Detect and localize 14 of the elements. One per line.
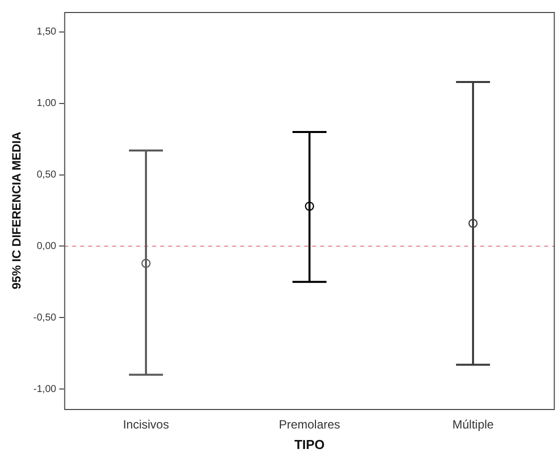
y-tick-label: 0,00 — [36, 240, 57, 252]
y-tick-label: -1,00 — [33, 384, 57, 395]
point — [468, 218, 478, 228]
y-tick-label: 1,50 — [36, 26, 57, 38]
point — [304, 202, 314, 211]
x-tick-label: Múltiple — [452, 418, 494, 432]
x-tick-label: Premolares — [278, 418, 340, 432]
x-axis-title: TIPO — [294, 436, 325, 452]
x-tick-label: Incisivos — [122, 418, 169, 432]
y-axis-title: 95% IC DIFERENCIA MEDIA — [10, 131, 24, 290]
y-tick-label: -0,50 — [33, 312, 57, 324]
y-tick-label: 0,50 — [36, 170, 57, 181]
y-tick-label: 1,00 — [36, 98, 57, 110]
point — [141, 258, 151, 268]
